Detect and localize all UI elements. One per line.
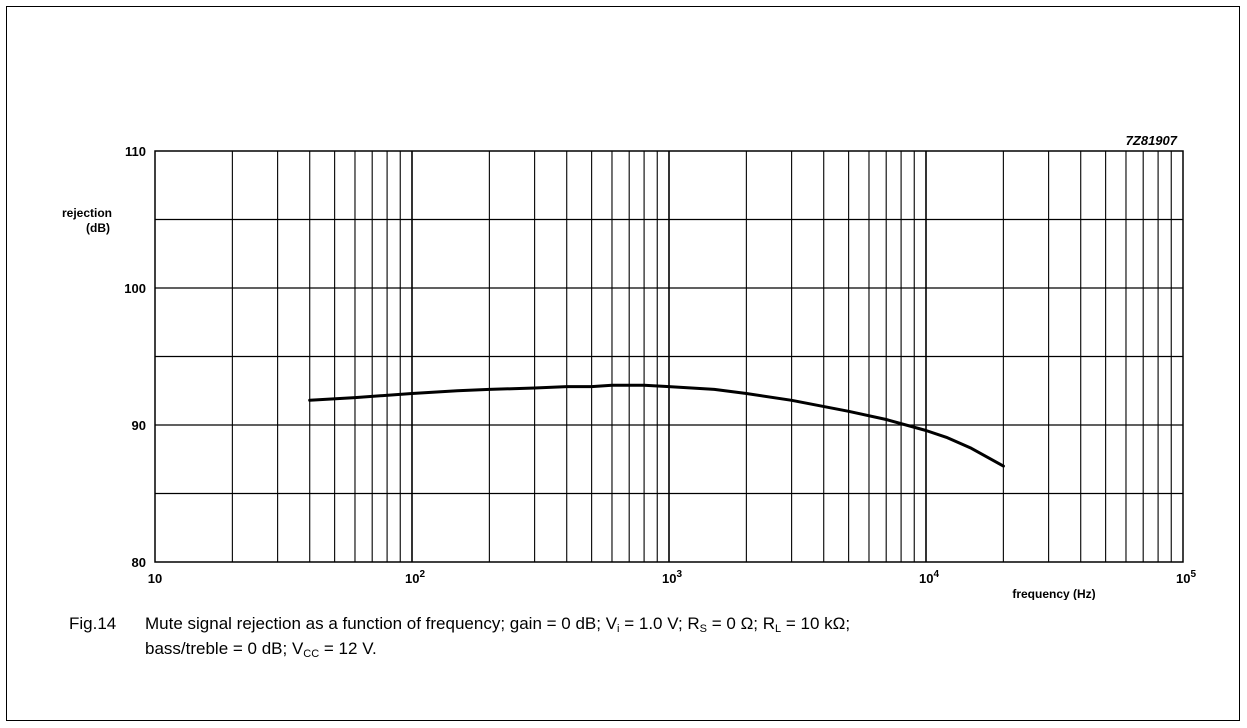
caption-line-1: Fig.14 Mute signal rejection as a functio… bbox=[69, 611, 1209, 636]
figure-number: Fig.14 bbox=[69, 614, 117, 633]
x-tick-label: 105 bbox=[1176, 569, 1196, 586]
y-tick-label: 80 bbox=[132, 555, 146, 570]
x-tick-label: 102 bbox=[405, 569, 425, 586]
rejection-curve bbox=[308, 383, 1005, 468]
rejection-chart: 80 90 100 110 10 102 103 104 105 rejection (dB)… bbox=[62, 133, 1197, 600]
x-tick-label: 10 bbox=[148, 571, 162, 586]
x-tick-label: 103 bbox=[662, 569, 682, 586]
y-tick-label: 110 bbox=[125, 144, 146, 159]
figure-code: 7Z81907 bbox=[1126, 133, 1178, 148]
figure-caption: Fig.14 Mute signal rejection as a functio… bbox=[69, 611, 1209, 661]
x-tick-labels: 10 102 103 104 105 bbox=[148, 569, 1197, 586]
y-tick-label: 90 bbox=[132, 418, 146, 433]
x-tick-label: 104 bbox=[919, 569, 939, 586]
y-tick-label: 100 bbox=[124, 281, 146, 296]
figure-frame bbox=[6, 6, 1240, 721]
caption-line-2: bass/treble = 0 dB; VCC = 12 V. bbox=[145, 639, 377, 660]
plot-border bbox=[154, 150, 1184, 563]
y-axis-label-line2: (dB) bbox=[86, 221, 110, 235]
y-axis-label-line1: rejection bbox=[62, 206, 112, 220]
x-axis-label: frequency (Hz) bbox=[1012, 587, 1095, 600]
y-tick-labels: 80 90 100 110 bbox=[124, 144, 146, 570]
grid bbox=[155, 151, 1183, 562]
